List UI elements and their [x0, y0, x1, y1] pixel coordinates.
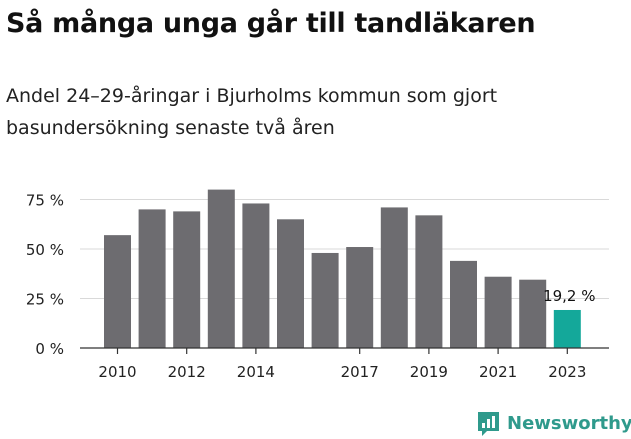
bar — [415, 215, 443, 348]
x-tick-label: 2019 — [410, 363, 448, 381]
bar — [484, 276, 512, 348]
x-tick-label: 2010 — [98, 363, 136, 381]
bar — [380, 207, 408, 348]
x-tick-label: 2017 — [341, 363, 379, 381]
bar — [311, 252, 339, 348]
chart-title: Så många unga går till tandläkaren — [6, 8, 536, 39]
bar — [138, 209, 166, 348]
newsworthy-logo-icon — [478, 411, 499, 436]
bar — [277, 219, 304, 348]
bar — [450, 260, 477, 348]
chart-subtitle: Andel 24–29-åringar i Bjurholms kommun s… — [6, 85, 498, 139]
y-tick-label: 50 % — [26, 241, 64, 259]
y-tick-label: 0 % — [35, 340, 64, 358]
bar — [207, 189, 235, 348]
bar — [553, 309, 581, 348]
x-tick-label: 2023 — [548, 363, 586, 381]
y-tick-label: 75 % — [26, 192, 64, 210]
x-tick-label: 2012 — [168, 363, 206, 381]
bar — [104, 235, 131, 348]
y-tick-label: 25 % — [26, 291, 64, 309]
brand-name: Newsworthy — [507, 412, 631, 434]
x-tick-label: 2021 — [479, 363, 517, 381]
bar — [346, 247, 374, 348]
bar — [242, 203, 270, 348]
bar — [173, 211, 201, 348]
brand-logo: Newsworthy — [476, 409, 631, 437]
data-label: 19,2 % — [543, 287, 595, 305]
x-tick-label: 2014 — [237, 363, 275, 381]
bar — [519, 279, 547, 348]
